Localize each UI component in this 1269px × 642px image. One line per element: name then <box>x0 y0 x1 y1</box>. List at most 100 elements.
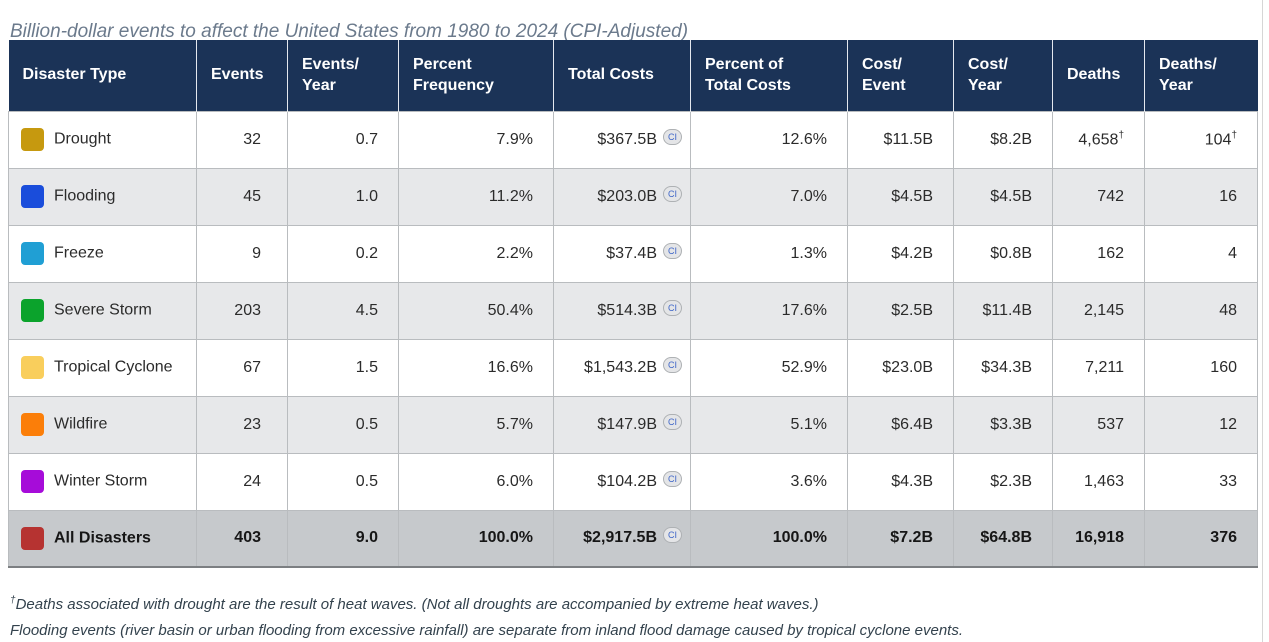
column-header-deaths-per-year: Deaths/ Year <box>1144 40 1258 111</box>
cell-cost-per-year: $0.8B <box>953 224 1053 283</box>
table-row-tropical-cyclone: Tropical Cyclone 67 1.5 16.6% $1,543.2B CI 52.… <box>8 338 1258 397</box>
ci-badge[interactable]: CI <box>663 413 682 430</box>
cell-percent-frequency: 2.2% <box>398 224 554 283</box>
column-header-events: Events <box>196 40 288 111</box>
cell-percent-frequency: 6.0% <box>398 452 554 511</box>
cell-events: 203 <box>196 281 288 340</box>
footnote-text-1: Deaths associated with drought are the r… <box>15 596 819 613</box>
cell-deaths: 7,211 <box>1052 338 1145 397</box>
table-row-winter-storm: Winter Storm 24 0.5 6.0% $104.2B CI 3.6% $4.3B $… <box>8 452 1258 511</box>
cell-events-per-year: 4.5 <box>287 281 399 340</box>
disaster-type-label: Drought <box>54 130 111 148</box>
cell-events: 45 <box>196 167 288 226</box>
cell-cost-per-event: $6.4B <box>847 395 954 454</box>
cell-cost-per-year: $4.5B <box>953 167 1053 226</box>
table-row-wildfire: Wildfire 23 0.5 5.7% $147.9B CI 5.1% $6.4B $3.3B… <box>8 395 1258 454</box>
cell-cost-per-event: $4.2B <box>847 224 954 283</box>
cell-disaster-type: Winter Storm <box>8 452 197 511</box>
dagger-mark: † <box>1231 129 1237 141</box>
cell-cost-per-event: $2.5B <box>847 281 954 340</box>
cell-events-per-year: 0.5 <box>287 395 399 454</box>
table-row-freeze: Freeze 9 0.2 2.2% $37.4B CI 1.3% $4.2B $0.8B 162 4 <box>8 224 1258 283</box>
cell-cost-per-year: $34.3B <box>953 338 1053 397</box>
cell-total-costs: $147.9B CI <box>553 395 691 454</box>
cell-cost-per-year: $2.3B <box>953 452 1053 511</box>
ci-badge[interactable]: CI <box>663 242 682 259</box>
column-header-cost-per-year: Cost/ Year <box>953 40 1053 111</box>
cell-deaths-per-year: 160 <box>1144 338 1258 397</box>
disaster-type-label: Wildfire <box>54 415 108 433</box>
cell-cost-per-event: $4.3B <box>847 452 954 511</box>
cell-events-per-year: 0.5 <box>287 452 399 511</box>
cell-events: 32 <box>196 110 288 169</box>
cell-percent-of-total-costs: 52.9% <box>690 338 848 397</box>
cell-cost-per-year: $11.4B <box>953 281 1053 340</box>
cell-deaths-per-year: 33 <box>1144 452 1258 511</box>
cell-disaster-type: Tropical Cyclone <box>8 338 197 397</box>
cell-cost-per-year: $8.2B <box>953 110 1053 169</box>
cell-events-per-year: 0.2 <box>287 224 399 283</box>
ci-badge[interactable]: CI <box>663 128 682 145</box>
ci-badge[interactable]: CI <box>663 299 682 316</box>
disaster-color-swatch <box>21 185 44 208</box>
column-header-events-per-year: Events/ Year <box>287 40 399 111</box>
cell-percent-frequency: 5.7% <box>398 395 554 454</box>
table-row-drought: Drought 32 0.7 7.9% $367.5B CI 12.6% $11.5B $8.2… <box>8 110 1258 169</box>
cell-disaster-type: Severe Storm <box>8 281 197 340</box>
cell-percent-frequency: 16.6% <box>398 338 554 397</box>
cell-events: 67 <box>196 338 288 397</box>
cell-total-costs: $1,543.2B CI <box>553 338 691 397</box>
disaster-type-label: Tropical Cyclone <box>54 358 173 376</box>
cell-total-costs: $367.5B CI <box>553 110 691 169</box>
cell-cost-per-event: $4.5B <box>847 167 954 226</box>
cell-events-per-year: 1.0 <box>287 167 399 226</box>
ci-badge[interactable]: CI <box>663 356 682 373</box>
disaster-color-swatch <box>21 526 44 550</box>
cell-deaths-per-year: 16 <box>1144 167 1258 226</box>
cell-percent-of-total-costs: 17.6% <box>690 281 848 340</box>
cell-deaths: 742 <box>1052 167 1145 226</box>
cell-deaths-per-year: 48 <box>1144 281 1258 340</box>
disaster-color-swatch <box>21 356 44 379</box>
dagger-mark: † <box>1118 129 1124 141</box>
ci-badge[interactable]: CI <box>663 185 682 202</box>
cell-deaths: 537 <box>1052 395 1145 454</box>
cell-percent-frequency: 100.0% <box>398 509 554 568</box>
column-header-disaster-type: Disaster Type <box>8 40 197 111</box>
ci-badge[interactable]: CI <box>663 470 682 487</box>
cell-cost-per-year: $64.8B <box>953 509 1053 568</box>
column-header-deaths: Deaths <box>1052 40 1145 111</box>
cell-events-per-year: 0.7 <box>287 110 399 169</box>
cell-deaths: 16,918 <box>1052 509 1145 568</box>
cell-deaths: 1,463 <box>1052 452 1145 511</box>
cell-disaster-type: All Disasters <box>8 509 197 568</box>
cell-cost-per-event: $11.5B <box>847 110 954 169</box>
page-title: Billion-dollar events to affect the Unit… <box>10 20 689 42</box>
cell-events-per-year: 1.5 <box>287 338 399 397</box>
cell-events: 403 <box>196 509 288 568</box>
cell-events: 23 <box>196 395 288 454</box>
cell-events-per-year: 9.0 <box>287 509 399 568</box>
cell-deaths-per-year: 4 <box>1144 224 1258 283</box>
cell-total-costs: $104.2B CI <box>553 452 691 511</box>
cell-disaster-type: Wildfire <box>8 395 197 454</box>
cell-percent-of-total-costs: 7.0% <box>690 167 848 226</box>
table-row-all-disasters: All Disasters 403 9.0 100.0% $2,917.5B CI 100.… <box>8 509 1258 568</box>
cell-deaths-per-year: 12 <box>1144 395 1258 454</box>
cell-disaster-type: Flooding <box>8 167 197 226</box>
cell-cost-per-event: $23.0B <box>847 338 954 397</box>
cell-deaths: 162 <box>1052 224 1145 283</box>
disasters-table: Disaster Type Events Events/ Year Percent F… <box>8 40 1258 568</box>
cell-cost-per-event: $7.2B <box>847 509 954 568</box>
disaster-color-swatch <box>21 242 44 265</box>
cell-percent-of-total-costs: 3.6% <box>690 452 848 511</box>
cell-percent-of-total-costs: 100.0% <box>690 509 848 568</box>
disaster-color-swatch <box>21 128 44 151</box>
ci-badge[interactable]: CI <box>663 527 682 544</box>
footnotes: †Deaths associated with drought are the … <box>10 588 1240 642</box>
cell-percent-frequency: 50.4% <box>398 281 554 340</box>
cell-events: 9 <box>196 224 288 283</box>
cell-deaths-per-year: 104† <box>1144 110 1258 169</box>
disaster-type-label: Flooding <box>54 187 116 205</box>
